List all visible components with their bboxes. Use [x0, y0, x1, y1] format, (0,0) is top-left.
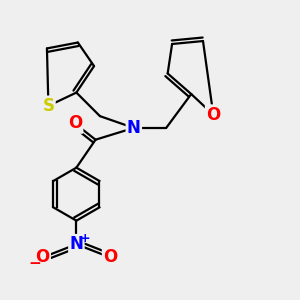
Text: N: N — [70, 235, 83, 253]
Text: +: + — [80, 232, 91, 245]
Text: S: S — [42, 97, 54, 115]
Text: O: O — [103, 248, 117, 266]
Text: O: O — [206, 106, 220, 124]
Text: −: − — [28, 256, 41, 271]
Text: O: O — [68, 115, 82, 133]
Text: O: O — [35, 248, 50, 266]
Text: N: N — [127, 119, 141, 137]
